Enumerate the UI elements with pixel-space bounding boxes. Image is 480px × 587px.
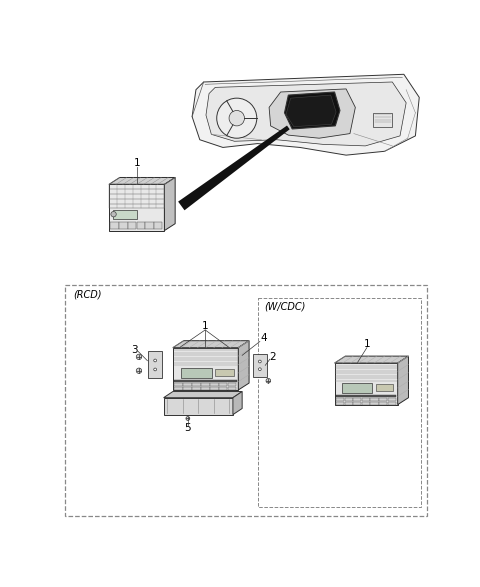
Bar (336, 395, 396, 397)
Bar (110, 221, 119, 229)
Circle shape (229, 110, 244, 126)
Bar (145, 221, 154, 229)
Bar (113, 210, 137, 218)
Polygon shape (335, 363, 398, 404)
Bar (345, 399, 353, 401)
Bar (192, 387, 201, 390)
Bar (210, 383, 218, 386)
Bar (228, 383, 236, 386)
Bar (216, 369, 234, 376)
Bar (375, 383, 393, 390)
Text: 5: 5 (184, 423, 191, 433)
Bar (174, 387, 183, 390)
Polygon shape (269, 89, 355, 138)
Bar (148, 352, 162, 379)
Bar (183, 383, 192, 386)
Bar (336, 402, 344, 405)
Bar (371, 399, 379, 401)
Polygon shape (238, 340, 249, 390)
Bar (201, 387, 210, 390)
Bar (362, 402, 370, 405)
Bar (174, 380, 237, 382)
Polygon shape (206, 82, 406, 146)
Bar (65, 285, 427, 515)
Polygon shape (192, 75, 419, 155)
Bar (387, 399, 396, 401)
Text: 1: 1 (363, 339, 370, 349)
Text: 1: 1 (133, 158, 140, 168)
Bar (219, 387, 228, 390)
Text: 2: 2 (269, 352, 276, 362)
Bar (253, 354, 267, 377)
Polygon shape (109, 177, 175, 184)
Circle shape (266, 379, 271, 383)
Bar (228, 387, 236, 390)
Bar (379, 402, 387, 405)
Bar (192, 383, 201, 386)
Circle shape (136, 368, 142, 373)
Bar (119, 221, 128, 229)
Circle shape (111, 211, 116, 217)
Bar (362, 399, 370, 401)
Polygon shape (286, 95, 336, 127)
Bar (353, 399, 361, 401)
Bar (183, 387, 192, 390)
Bar (128, 221, 136, 229)
Text: (W/CDC): (W/CDC) (264, 302, 306, 312)
Circle shape (154, 368, 156, 371)
Circle shape (258, 360, 261, 363)
Polygon shape (178, 126, 290, 210)
Bar (154, 221, 162, 229)
Bar (258, 298, 421, 507)
Text: 1: 1 (202, 321, 208, 331)
Polygon shape (164, 177, 175, 231)
Polygon shape (109, 184, 164, 231)
Circle shape (136, 354, 142, 360)
Text: (RCD): (RCD) (73, 289, 101, 299)
Polygon shape (285, 92, 340, 129)
Bar (210, 387, 218, 390)
Bar (336, 399, 344, 401)
Polygon shape (335, 356, 408, 363)
Circle shape (186, 417, 190, 420)
Bar (201, 383, 210, 386)
Bar (345, 402, 353, 405)
Bar (353, 402, 361, 405)
Circle shape (217, 98, 257, 138)
Polygon shape (164, 392, 242, 397)
Bar (174, 383, 183, 386)
Bar (373, 113, 392, 127)
Polygon shape (173, 340, 249, 348)
Text: 3: 3 (131, 345, 138, 355)
Polygon shape (164, 397, 233, 414)
Bar (219, 383, 228, 386)
Bar (180, 367, 212, 378)
Polygon shape (173, 348, 238, 390)
Bar (387, 402, 396, 405)
Circle shape (258, 368, 261, 370)
Bar (137, 221, 145, 229)
Circle shape (154, 359, 156, 362)
Bar (379, 399, 387, 401)
Bar (371, 402, 379, 405)
Text: 4: 4 (260, 333, 267, 343)
Polygon shape (233, 392, 242, 414)
Bar (342, 383, 372, 393)
Polygon shape (398, 356, 408, 404)
